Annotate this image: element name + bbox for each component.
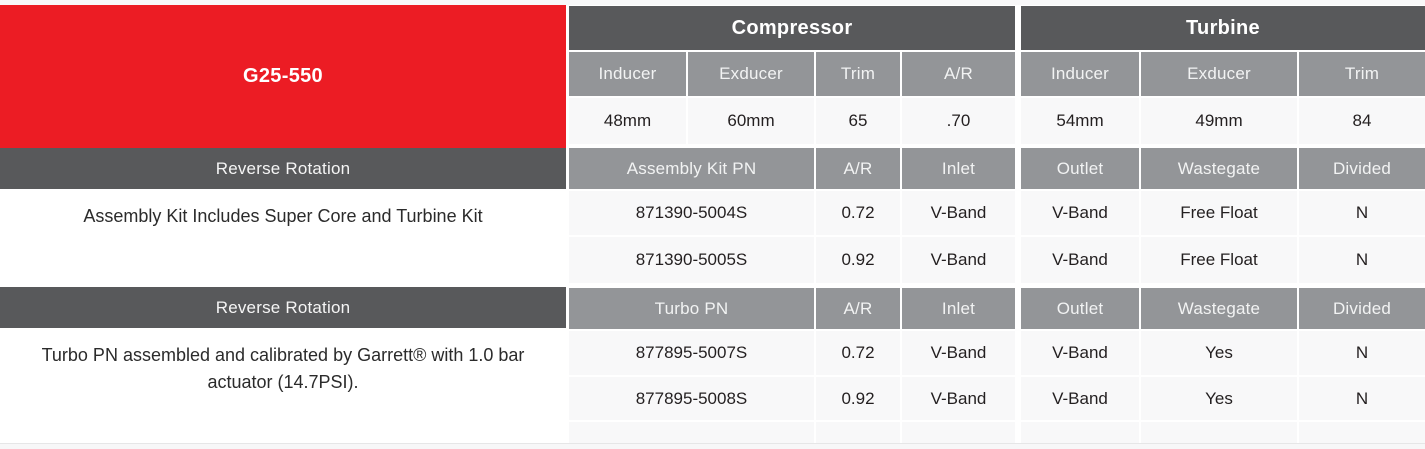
reverse-rotation-band-1: Reverse Rotation [0,148,566,189]
turbo-outlet-cell: V-Band [1021,331,1139,375]
turbo-divided-cell: N [1299,331,1425,375]
col-header-kit-wastegate: Wastegate [1141,148,1297,189]
turbo-outlet-cell: V-Band [1021,377,1139,420]
col-header-turbo-wastegate: Wastegate [1141,288,1297,329]
col-header-assembly-kit-pn: Assembly Kit PN [569,148,814,189]
group-header-row: Compressor Turbine [569,6,1425,50]
empty-cell [902,422,1015,444]
empty-row [569,422,1425,444]
col-header-kit-divided: Divided [1299,148,1425,189]
kit-inlet-cell: V-Band [902,237,1015,283]
model-title: G25-550 [243,65,323,87]
col-header-kit-outlet: Outlet [1021,148,1139,189]
turbo-pn-row: 877895-5008S 0.92 V-Band V-Band Yes N [569,377,1425,420]
turbo-ar-cell: 0.92 [816,377,900,420]
turb-exducer-value: 49mm [1141,98,1297,144]
col-header-turb-inducer: Inducer [1021,52,1139,96]
comp-ar-value: .70 [902,98,1015,144]
assembly-kit-header-row: Assembly Kit PN A/R Inlet Outlet Wastega… [569,148,1425,189]
reverse-rotation-band-2: Reverse Rotation [0,287,566,328]
kit-outlet-cell: V-Band [1021,191,1139,235]
turbo-ar-cell: 0.72 [816,331,900,375]
col-header-comp-inducer: Inducer [569,52,686,96]
assembly-kit-note: Assembly Kit Includes Super Core and Tur… [0,189,566,287]
turbo-pn-cell: 877895-5008S [569,377,814,420]
comp-inducer-value: 48mm [569,98,686,144]
left-panel: G25-550 Reverse Rotation Reverse Rotatio… [0,5,566,443]
col-header-turbo-inlet: Inlet [902,288,1015,329]
turbo-pn-row: 877895-5007S 0.72 V-Band V-Band Yes N [569,331,1425,375]
col-header-turb-trim: Trim [1299,52,1425,96]
col-header-turbo-ar: A/R [816,288,900,329]
empty-cell [1141,422,1297,444]
kit-ar-cell: 0.72 [816,191,900,235]
col-header-turbo-divided: Divided [1299,288,1425,329]
turbo-wastegate-cell: Yes [1141,331,1297,375]
empty-cell [569,422,814,444]
assembly-kit-row: 871390-5004S 0.72 V-Band V-Band Free Flo… [569,191,1425,235]
col-header-turbo-outlet: Outlet [1021,288,1139,329]
assembly-kit-row: 871390-5005S 0.92 V-Band V-Band Free Flo… [569,237,1425,283]
kit-divided-cell: N [1299,237,1425,283]
dimension-header-row: Inducer Exducer Trim A/R Inducer Exducer… [569,52,1425,96]
page-bottom-strip [0,443,1425,449]
col-header-kit-inlet: Inlet [902,148,1015,189]
turbine-group-header: Turbine [1021,6,1425,50]
kit-divided-cell: N [1299,191,1425,235]
col-header-comp-exducer: Exducer [688,52,814,96]
model-banner: G25-550 [0,5,566,148]
kit-wastegate-cell: Free Float [1141,237,1297,283]
reverse-rotation-label-2: Reverse Rotation [215,297,351,317]
turbo-inlet-cell: V-Band [902,331,1015,375]
col-header-turbo-pn: Turbo PN [569,288,814,329]
comp-trim-value: 65 [816,98,900,144]
col-header-comp-trim: Trim [816,52,900,96]
turbo-pn-note: Turbo PN assembled and calibrated by Gar… [0,328,566,443]
kit-wastegate-cell: Free Float [1141,191,1297,235]
turbo-pn-header-row: Turbo PN A/R Inlet Outlet Wastegate Divi… [569,288,1425,329]
col-header-comp-ar: A/R [902,52,1015,96]
turbo-wastegate-cell: Yes [1141,377,1297,420]
kit-outlet-cell: V-Band [1021,237,1139,283]
kit-ar-cell: 0.92 [816,237,900,283]
empty-cell [1299,422,1425,444]
spec-table: Compressor Turbine Inducer Exducer Trim … [569,6,1425,444]
kit-pn-cell: 871390-5005S [569,237,814,283]
page-top-strip [0,0,1425,5]
comp-exducer-value: 60mm [688,98,814,144]
turbo-pn-cell: 877895-5007S [569,331,814,375]
dimension-value-row: 48mm 60mm 65 .70 54mm 49mm 84 [569,98,1425,144]
turb-trim-value: 84 [1299,98,1425,144]
compressor-group-header: Compressor [569,6,1015,50]
empty-cell [816,422,900,444]
kit-inlet-cell: V-Band [902,191,1015,235]
turbo-inlet-cell: V-Band [902,377,1015,420]
turbo-divided-cell: N [1299,377,1425,420]
col-header-turb-exducer: Exducer [1141,52,1297,96]
empty-cell [1021,422,1139,444]
turb-inducer-value: 54mm [1021,98,1139,144]
kit-pn-cell: 871390-5004S [569,191,814,235]
col-header-kit-ar: A/R [816,148,900,189]
reverse-rotation-label-1: Reverse Rotation [215,158,351,178]
